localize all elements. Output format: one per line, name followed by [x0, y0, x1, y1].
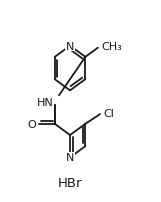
- Text: CH₃: CH₃: [101, 41, 122, 52]
- Text: N: N: [66, 153, 74, 163]
- Text: HBr: HBr: [58, 176, 82, 189]
- Text: O: O: [28, 119, 36, 129]
- Text: N: N: [66, 41, 74, 52]
- Text: HN: HN: [37, 97, 54, 107]
- Text: Cl: Cl: [103, 108, 114, 118]
